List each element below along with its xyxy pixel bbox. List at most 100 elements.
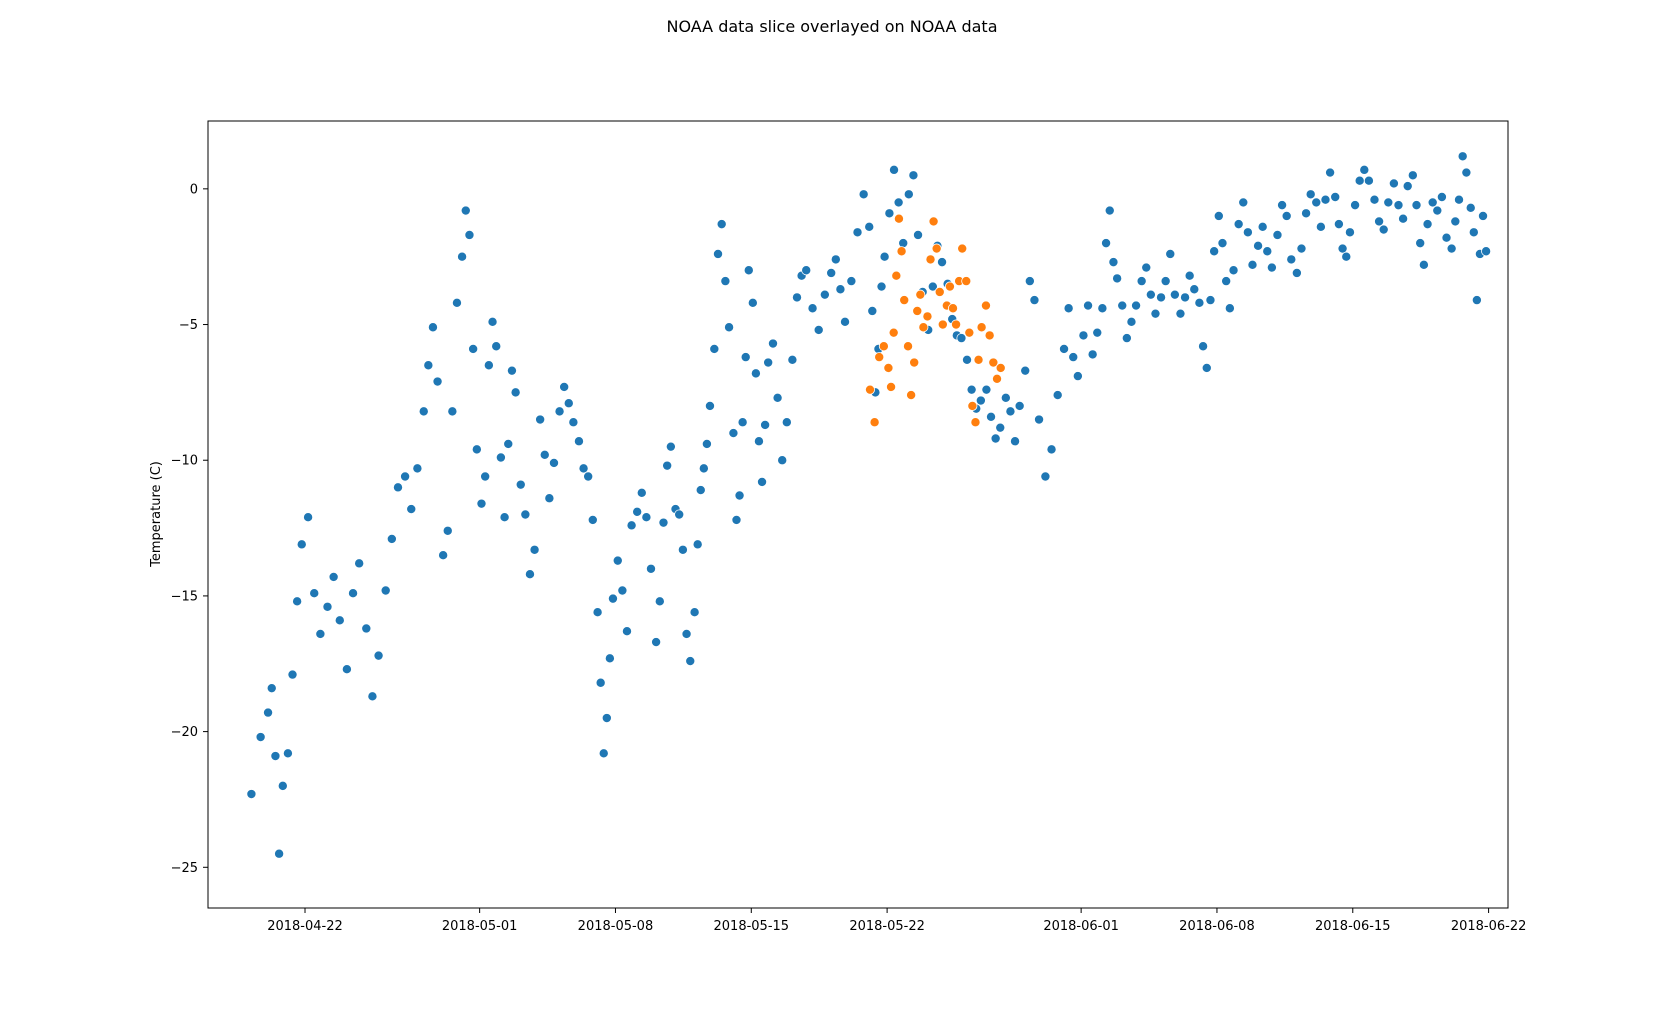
data-point bbox=[246, 789, 257, 800]
data-point bbox=[1350, 200, 1361, 211]
data-point bbox=[990, 433, 1001, 444]
data-point bbox=[840, 316, 851, 327]
data-point bbox=[1465, 202, 1476, 213]
data-point bbox=[1436, 191, 1447, 202]
data-point bbox=[1213, 210, 1224, 221]
data-point bbox=[520, 509, 531, 520]
data-point bbox=[1325, 167, 1336, 178]
data-point bbox=[1198, 341, 1209, 352]
data-point bbox=[583, 471, 594, 482]
data-point bbox=[1478, 210, 1489, 221]
data-point bbox=[483, 360, 494, 371]
data-point bbox=[412, 463, 423, 474]
data-point bbox=[1046, 444, 1057, 455]
data-point bbox=[753, 436, 764, 447]
data-point bbox=[1330, 191, 1341, 202]
data-point bbox=[1272, 229, 1283, 240]
x-tick-label: 2018-05-15 bbox=[714, 919, 790, 934]
data-point bbox=[386, 533, 397, 544]
data-point bbox=[1388, 178, 1399, 189]
scatter-points bbox=[246, 151, 1492, 859]
data-point bbox=[903, 341, 914, 352]
data-point bbox=[934, 286, 945, 297]
data-point bbox=[813, 324, 824, 335]
data-point bbox=[918, 322, 929, 333]
chart-title: NOAA data slice overlayed on NOAA data bbox=[666, 17, 997, 36]
data-point bbox=[961, 276, 972, 287]
data-point bbox=[819, 289, 830, 300]
data-point bbox=[1189, 284, 1200, 295]
x-tick-label: 2018-06-15 bbox=[1315, 919, 1391, 934]
data-point bbox=[573, 436, 584, 447]
data-point bbox=[322, 601, 333, 612]
data-point bbox=[1112, 273, 1123, 284]
data-point bbox=[1359, 164, 1370, 175]
data-point bbox=[341, 664, 352, 675]
data-point bbox=[1415, 238, 1426, 249]
data-point bbox=[728, 428, 739, 439]
data-point bbox=[662, 460, 673, 471]
data-point bbox=[1165, 248, 1176, 259]
data-point bbox=[763, 357, 774, 368]
data-point bbox=[617, 585, 628, 596]
data-point bbox=[464, 229, 475, 240]
data-point bbox=[665, 441, 676, 452]
data-point bbox=[1205, 295, 1216, 306]
data-point bbox=[1383, 197, 1394, 208]
data-point bbox=[1156, 292, 1167, 303]
data-point bbox=[328, 571, 339, 582]
data-point bbox=[303, 512, 314, 523]
data-point bbox=[601, 713, 612, 724]
y-tick-label: −10 bbox=[171, 454, 198, 469]
data-point bbox=[274, 848, 285, 859]
data-point bbox=[674, 509, 685, 520]
data-point bbox=[1305, 189, 1316, 200]
data-point bbox=[1320, 194, 1331, 205]
data-point bbox=[807, 303, 818, 314]
data-point bbox=[966, 384, 977, 395]
data-point bbox=[740, 352, 751, 363]
data-point bbox=[1228, 265, 1239, 276]
data-point bbox=[925, 254, 936, 265]
data-point bbox=[830, 254, 841, 265]
data-point bbox=[1101, 238, 1112, 249]
y-tick-label: −5 bbox=[179, 318, 198, 333]
data-point bbox=[1087, 349, 1098, 360]
data-point bbox=[438, 550, 449, 561]
data-point bbox=[878, 341, 889, 352]
y-tick-label: −20 bbox=[171, 725, 198, 740]
data-point bbox=[1092, 327, 1103, 338]
data-point bbox=[884, 208, 895, 219]
data-point bbox=[781, 417, 792, 428]
data-point bbox=[931, 243, 942, 254]
data-point bbox=[956, 333, 967, 344]
data-point bbox=[1418, 259, 1429, 270]
data-point bbox=[1238, 197, 1249, 208]
data-point bbox=[692, 539, 703, 550]
data-point bbox=[865, 384, 876, 395]
data-point bbox=[1010, 436, 1021, 447]
data-point bbox=[876, 281, 887, 292]
data-point bbox=[709, 343, 720, 354]
data-point bbox=[772, 392, 783, 403]
data-point bbox=[1411, 200, 1422, 211]
data-point bbox=[1369, 194, 1380, 205]
data-point bbox=[1393, 200, 1404, 211]
data-point bbox=[734, 490, 745, 501]
data-point bbox=[1020, 365, 1031, 376]
data-point bbox=[984, 330, 995, 341]
data-point bbox=[334, 615, 345, 626]
data-point bbox=[645, 563, 656, 574]
data-point bbox=[524, 569, 535, 580]
x-tick-label: 2018-06-22 bbox=[1451, 919, 1527, 934]
data-point bbox=[544, 493, 555, 504]
data-point bbox=[315, 628, 326, 639]
data-point bbox=[255, 732, 266, 743]
data-point bbox=[373, 650, 384, 661]
data-point bbox=[515, 479, 526, 490]
data-point bbox=[724, 322, 735, 333]
data-point bbox=[1117, 300, 1128, 311]
data-point bbox=[852, 227, 863, 238]
data-point bbox=[962, 354, 973, 365]
data-point bbox=[1175, 308, 1186, 319]
